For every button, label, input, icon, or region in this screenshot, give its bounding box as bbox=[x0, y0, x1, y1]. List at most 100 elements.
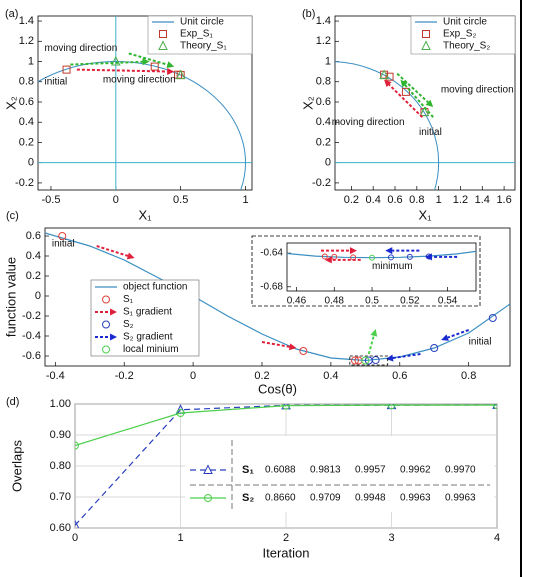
circle-marker bbox=[387, 404, 396, 410]
arrow-head bbox=[385, 247, 393, 255]
x-tick-label: 0.4 bbox=[323, 370, 338, 382]
y-tick-label: 1.2 bbox=[316, 35, 331, 47]
x-axis-label: Cos(θ) bbox=[258, 381, 297, 396]
triangle-marker bbox=[419, 106, 430, 117]
annotation: moving direction bbox=[103, 74, 176, 85]
legend-label: S₁ gradient bbox=[123, 307, 172, 318]
legend-label: Exp_S₂ bbox=[443, 29, 476, 40]
y-tick-label: -0.2 bbox=[312, 177, 331, 189]
circle-marker bbox=[102, 345, 110, 354]
arrow bbox=[96, 245, 135, 260]
annotation: moving direction bbox=[441, 84, 514, 95]
square-marker bbox=[150, 62, 159, 71]
square-marker bbox=[62, 65, 71, 74]
plot-area bbox=[287, 247, 476, 264]
x-tick-label: 0.8 bbox=[461, 370, 476, 382]
triangle-marker bbox=[203, 464, 213, 474]
arrow bbox=[386, 353, 421, 362]
arrow-head bbox=[110, 333, 117, 341]
arrow-head bbox=[126, 252, 135, 260]
x-tick-label: -0.5 bbox=[41, 194, 60, 206]
unit-circle bbox=[38, 61, 246, 190]
legend-box bbox=[185, 436, 494, 512]
arrow-shaft bbox=[447, 329, 470, 339]
x-axis-label: X₁ bbox=[418, 207, 432, 222]
unit-circle bbox=[335, 61, 440, 190]
annotation: moving direction bbox=[44, 43, 117, 54]
y-tick-label: 0.6 bbox=[26, 230, 41, 242]
legend-label: S₁ bbox=[242, 464, 254, 476]
arrow bbox=[95, 308, 117, 316]
y-tick-label: 0 bbox=[325, 157, 331, 169]
legend-label: S₂ bbox=[123, 319, 134, 330]
triangle-marker bbox=[175, 69, 186, 80]
plot-area bbox=[75, 404, 497, 528]
circle-marker bbox=[406, 253, 413, 260]
arrow bbox=[128, 52, 175, 68]
y-tick-label: 0.90 bbox=[50, 429, 71, 441]
table-value: 0.9813 bbox=[310, 465, 341, 476]
square-marker bbox=[385, 72, 394, 81]
legend-label: local minium bbox=[123, 344, 179, 355]
circle-marker bbox=[299, 347, 308, 355]
y-tick-label: 1.4 bbox=[316, 15, 331, 27]
plot-area bbox=[335, 61, 515, 190]
annotation: initial bbox=[469, 337, 492, 348]
y-tick-label: 1.2 bbox=[19, 35, 34, 47]
arrow bbox=[441, 329, 470, 341]
triangle-marker bbox=[158, 40, 168, 50]
arrow-head bbox=[386, 354, 394, 362]
y-tick-label: 1 bbox=[325, 55, 331, 67]
arrow-head bbox=[424, 253, 432, 261]
circle-marker bbox=[364, 356, 373, 365]
inset-bg bbox=[251, 235, 481, 307]
arrow bbox=[400, 79, 434, 118]
table-value: 0.9709 bbox=[310, 493, 341, 504]
y-tick-label: 1.4 bbox=[19, 15, 34, 27]
x-tick-label: -0.2 bbox=[115, 370, 134, 382]
square-marker bbox=[159, 30, 167, 38]
legend-label: Exp_S₁ bbox=[180, 29, 213, 40]
arrow-head bbox=[166, 61, 175, 68]
circle-marker bbox=[488, 314, 497, 322]
plot-frame bbox=[44, 227, 511, 367]
circle-marker bbox=[351, 356, 359, 365]
circle-marker bbox=[102, 320, 110, 329]
x-tick-label: 1 bbox=[436, 194, 442, 206]
arrow-head bbox=[324, 256, 332, 264]
x-axis-label: X₁ bbox=[138, 207, 152, 222]
arrow bbox=[321, 247, 357, 255]
y-tick-label: -0.6 bbox=[22, 350, 41, 362]
y-axis-label: function value bbox=[3, 257, 18, 337]
annotation: initial bbox=[44, 76, 67, 87]
circle-marker bbox=[75, 441, 79, 450]
y-axis-label: X₂ bbox=[300, 96, 315, 110]
x-tick-label: 1 bbox=[242, 194, 248, 206]
legend-box bbox=[90, 279, 200, 357]
circle-marker bbox=[361, 356, 370, 365]
panel-label: (b) bbox=[302, 8, 315, 20]
arrow-shaft bbox=[404, 84, 434, 118]
y-tick-label: 0.4 bbox=[316, 116, 331, 128]
table-value: 0.9970 bbox=[445, 465, 476, 476]
arrow bbox=[367, 329, 378, 355]
arrow-head bbox=[370, 329, 378, 337]
arrow bbox=[424, 253, 458, 261]
y-tick-label: 0.2 bbox=[316, 136, 331, 148]
y-tick-label: 1.00 bbox=[50, 398, 71, 410]
y-tick-label: 0.6 bbox=[316, 96, 331, 108]
circle-marker bbox=[102, 295, 110, 304]
plot-frame bbox=[286, 242, 477, 292]
square-marker bbox=[401, 87, 410, 96]
circle-marker bbox=[369, 254, 376, 261]
y-tick-label: 0.4 bbox=[19, 116, 34, 128]
triangle-marker bbox=[111, 55, 121, 66]
table-value: 0.6088 bbox=[265, 465, 296, 476]
x-tick-label: 0.4 bbox=[366, 194, 381, 206]
plot-area bbox=[38, 16, 252, 190]
plot-area bbox=[45, 232, 510, 365]
arrow-head bbox=[425, 99, 434, 108]
arrow bbox=[261, 341, 297, 351]
